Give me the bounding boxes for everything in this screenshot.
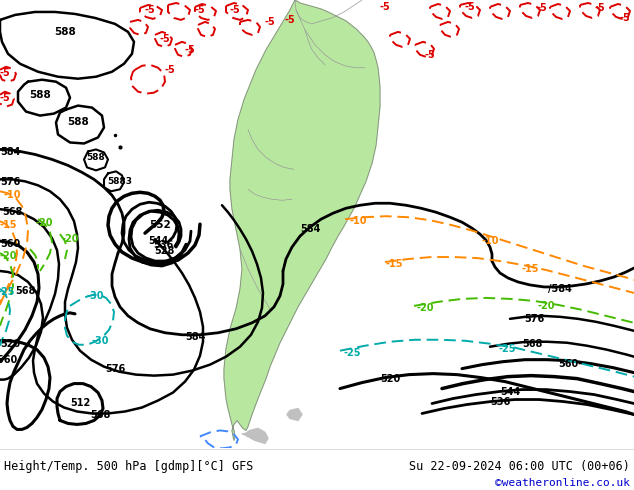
Text: 584: 584 — [300, 224, 320, 234]
Text: -5: -5 — [0, 68, 10, 78]
Text: -5: -5 — [184, 45, 195, 55]
Text: 576: 576 — [524, 314, 544, 324]
Text: -25: -25 — [498, 343, 515, 354]
Text: 588: 588 — [67, 117, 89, 126]
Text: -5: -5 — [425, 50, 436, 60]
Text: Su 22-09-2024 06:00 UTC (00+06): Su 22-09-2024 06:00 UTC (00+06) — [409, 460, 630, 473]
Text: 584: 584 — [0, 147, 20, 157]
Text: 560: 560 — [0, 239, 20, 249]
Text: -15: -15 — [385, 259, 403, 269]
Polygon shape — [287, 409, 302, 420]
Text: -5: -5 — [0, 93, 10, 102]
Text: -30: -30 — [91, 336, 109, 346]
Text: 528: 528 — [154, 246, 174, 256]
Text: 588: 588 — [29, 90, 51, 99]
Text: -20: -20 — [61, 234, 79, 244]
Text: 5883: 5883 — [108, 177, 133, 186]
Text: -5: -5 — [230, 5, 240, 15]
Text: -20: -20 — [537, 301, 555, 311]
Text: 544: 544 — [500, 387, 520, 396]
Text: 520: 520 — [0, 339, 20, 349]
Text: -20: -20 — [36, 218, 53, 228]
Text: -5: -5 — [264, 17, 275, 27]
Text: -5: -5 — [536, 3, 547, 13]
Polygon shape — [224, 0, 380, 441]
Text: -560: -560 — [0, 355, 18, 365]
Text: 568: 568 — [2, 207, 22, 217]
Text: ©weatheronline.co.uk: ©weatheronline.co.uk — [495, 478, 630, 488]
Text: -15: -15 — [521, 264, 539, 274]
Text: /584: /584 — [548, 284, 572, 294]
Text: -20: -20 — [417, 303, 434, 313]
Text: -5: -5 — [195, 5, 205, 15]
Text: -25: -25 — [0, 287, 15, 297]
Text: -5: -5 — [285, 15, 295, 25]
Text: 520: 520 — [380, 373, 400, 384]
Text: -25: -25 — [343, 348, 361, 358]
Text: -5: -5 — [619, 13, 630, 23]
Text: -5: -5 — [160, 34, 171, 44]
Text: -5: -5 — [145, 5, 155, 15]
Text: 576: 576 — [0, 177, 20, 187]
Text: 544: 544 — [148, 236, 168, 246]
Text: -5: -5 — [465, 2, 476, 12]
Text: 588: 588 — [87, 153, 105, 162]
Text: -15: -15 — [0, 220, 16, 230]
Text: 568: 568 — [90, 411, 110, 420]
Text: -10: -10 — [481, 236, 499, 246]
Text: -5: -5 — [595, 3, 605, 13]
Text: 536: 536 — [153, 240, 173, 250]
Text: 584: 584 — [185, 332, 205, 342]
Text: -10: -10 — [349, 216, 366, 226]
Text: -30: -30 — [86, 291, 104, 301]
Text: 536: 536 — [490, 396, 510, 407]
Text: 568: 568 — [522, 339, 542, 349]
Text: 568: 568 — [15, 286, 36, 296]
Text: -5: -5 — [165, 65, 176, 75]
Text: -5: -5 — [380, 2, 391, 12]
Text: 560-: 560- — [558, 359, 582, 368]
Text: Height/Temp. 500 hPa [gdmp][°C] GFS: Height/Temp. 500 hPa [gdmp][°C] GFS — [4, 460, 254, 473]
Text: -10: -10 — [3, 190, 21, 200]
Text: -20: -20 — [0, 251, 16, 261]
Text: 512: 512 — [70, 397, 90, 408]
Polygon shape — [242, 428, 268, 443]
Text: 588: 588 — [54, 27, 76, 37]
Text: 552: 552 — [149, 220, 171, 230]
Text: 576: 576 — [105, 364, 125, 374]
